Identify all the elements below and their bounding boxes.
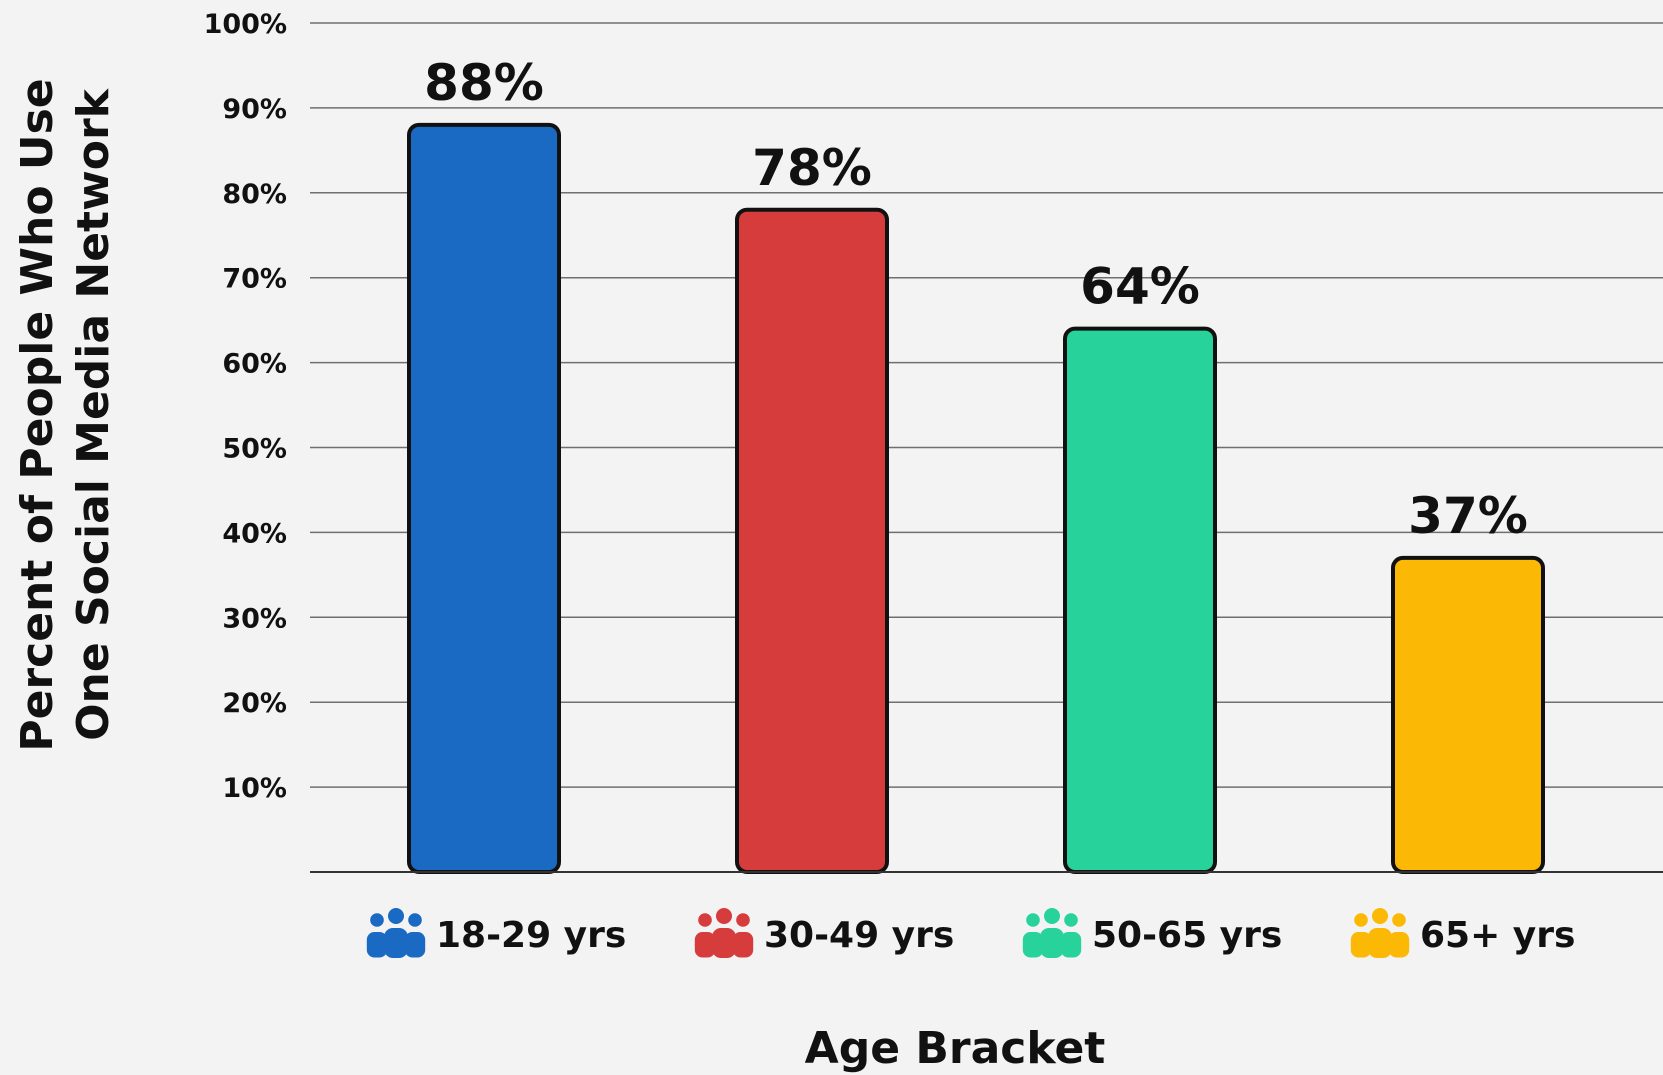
bar-value-label: 64% (1080, 258, 1200, 316)
y-axis-title: Percent of People Who Use One Social Med… (12, 78, 119, 751)
category-label: 18-29 yrs (436, 915, 626, 956)
bar (735, 207, 889, 874)
people-group-icon (366, 908, 426, 958)
category-label: 65+ yrs (1420, 915, 1575, 956)
category-label-group: 30-49 yrs (694, 908, 954, 958)
people-group-icon (1350, 908, 1410, 958)
bars (407, 122, 1545, 874)
x-axis-title: Age Bracket (805, 1023, 1106, 1074)
bar-value-label: 37% (1408, 487, 1528, 545)
y-axis-title-line-1: Percent of People Who Use (12, 78, 63, 751)
y-tick-label: 60% (222, 349, 287, 380)
category-label-group: 65+ yrs (1350, 908, 1575, 958)
people-group-icon (1022, 908, 1082, 958)
category-labels: 18-29 yrs 30-49 yrs 50-65 yrs 65+ yrs (366, 908, 1575, 958)
people-group-icon (694, 908, 754, 958)
category-label-group: 18-29 yrs (366, 908, 626, 958)
y-axis-title-line-2: One Social Media Network (68, 87, 119, 741)
y-tick-label: 10% (222, 773, 287, 804)
bar (1063, 326, 1217, 874)
y-tick-label: 20% (222, 688, 287, 719)
bar (407, 122, 561, 874)
bar (1391, 555, 1545, 874)
y-tick-labels: 10% 20% 30% 40% 50% 60% 70% 80% 90% 100% (204, 9, 287, 804)
category-label-group: 50-65 yrs (1022, 908, 1282, 958)
bar-value-label: 78% (752, 139, 872, 197)
y-tick-label: 40% (222, 518, 287, 549)
y-tick-label: 30% (222, 603, 287, 634)
category-label: 50-65 yrs (1092, 915, 1282, 956)
value-labels: 88% 78% 64% 37% (424, 54, 1528, 545)
category-label: 30-49 yrs (764, 915, 954, 956)
y-tick-label: 90% (222, 94, 287, 125)
y-tick-label: 100% (204, 9, 287, 40)
y-tick-label: 50% (222, 434, 287, 465)
y-tick-label: 80% (222, 179, 287, 210)
y-tick-label: 70% (222, 264, 287, 295)
bar-value-label: 88% (424, 54, 544, 112)
